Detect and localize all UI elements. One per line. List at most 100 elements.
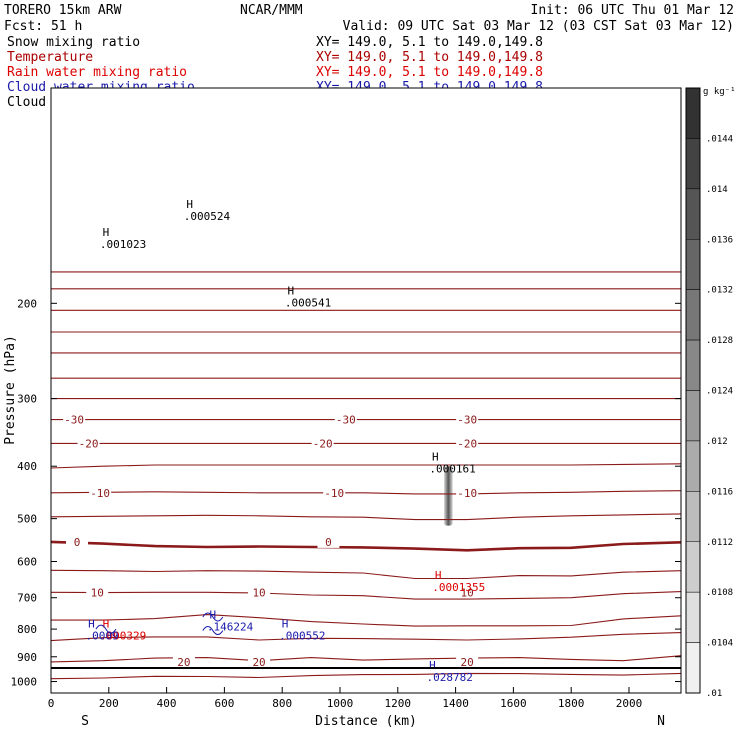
- contour-label: -30: [457, 414, 477, 427]
- contour-label: -30: [336, 414, 356, 427]
- colorbar-tick-label: .0132: [706, 286, 733, 296]
- valid-time: Valid: 09 UTC Sat 03 Mar 12 (03 CST Sat …: [343, 19, 734, 34]
- colorbar: .0144 .014 .0136 .0132 .0128 .0124 .012 .0116 .0…: [685, 87, 736, 699]
- colorbar-swatch: [685, 289, 701, 341]
- contour-label: 0: [74, 536, 81, 549]
- contour-label-bg: [86, 586, 109, 599]
- max-value: .146224: [207, 621, 254, 634]
- colorbar-swatch: [685, 591, 701, 643]
- init-time: Init: 06 UTC Thu 01 Mar 12: [531, 3, 735, 18]
- max-value: .000161: [429, 462, 475, 475]
- contour-label-bg: [89, 486, 112, 499]
- legend-entry: Rain water mixing ratio: [7, 65, 187, 80]
- max-value: .000552: [279, 630, 325, 643]
- colorbar-swatch: [685, 239, 701, 290]
- colorbar-tick-label: .0144: [706, 134, 733, 144]
- legend-entry: Snow mixing ratio: [7, 35, 140, 50]
- y-axis-label: Pressure (hPa): [3, 335, 18, 445]
- colorbar-tick-label: .012: [706, 437, 728, 447]
- colorbar-tick-label: .0112: [706, 538, 733, 548]
- contour-label-bg: [334, 413, 357, 426]
- x-tick-label: 200: [99, 697, 119, 710]
- legend-entry: Temperature: [7, 50, 93, 65]
- model-title: TORERO 15km ARW: [4, 3, 122, 18]
- legend-xy: XY= 149.0, 5.1 to 149.0,149.8: [316, 65, 543, 80]
- temperature-contours: [50, 271, 682, 680]
- plot-frame: [50, 87, 682, 694]
- x-tick-label: 1000: [327, 697, 354, 710]
- contour-label: 10: [91, 586, 104, 599]
- max-marker: H: [186, 198, 193, 211]
- contour-label: 0: [325, 536, 332, 549]
- contour-line: [50, 569, 682, 580]
- y-tick-label: 900: [17, 651, 37, 664]
- colorbar-tick-label: .0104: [706, 639, 733, 649]
- cloud-water-contour: [202, 612, 224, 622]
- colorbar-unit: g kg⁻¹: [703, 87, 736, 97]
- x-tick-label: 400: [157, 697, 177, 710]
- colorbar-tick-label: .0108: [706, 588, 733, 598]
- contour-label-bg: [323, 486, 346, 499]
- y-tick-label: 1000: [11, 676, 38, 689]
- direction-south: S: [81, 714, 89, 729]
- colorbar-tick-label: .014: [706, 185, 728, 195]
- legend-xy: XY= 149.0, 5.1 to 149.0,149.8: [316, 50, 543, 65]
- institution-label: NCAR/MMM: [240, 3, 303, 18]
- y-tick-label: 700: [17, 592, 37, 605]
- x-tick-label: 600: [214, 697, 234, 710]
- colorbar-swatch: [685, 491, 701, 543]
- colorbar-swatch: [685, 390, 701, 442]
- contour-label-bg: [172, 655, 195, 668]
- snow-shading: [444, 466, 453, 526]
- y-tick-label: 600: [17, 555, 37, 568]
- contour-line: [50, 632, 682, 642]
- max-marker: H: [103, 618, 110, 631]
- contour-label-bg: [456, 486, 479, 499]
- snow-column: [444, 466, 453, 526]
- contour-label-bg: [311, 437, 334, 450]
- contour-label-bg: [63, 413, 86, 426]
- contour-label-bg: [456, 437, 479, 450]
- contour-label: -30: [64, 414, 84, 427]
- max-marker: H: [435, 569, 442, 582]
- colorbar-swatch: [685, 188, 701, 240]
- contour-line: [50, 513, 682, 521]
- y-tick-label: 300: [17, 393, 37, 406]
- x-tick-label: 800: [272, 697, 292, 710]
- y-tick-label: 200: [17, 297, 37, 310]
- colorbar-frame: [685, 87, 701, 694]
- colorbar-swatch: [685, 339, 701, 391]
- max-marker: H: [210, 609, 217, 622]
- contour-label-bg: [456, 413, 479, 426]
- contour-label-bg: [456, 655, 479, 668]
- max-marker: H: [88, 618, 95, 631]
- max-marker: H: [432, 450, 439, 463]
- contour-line: [50, 591, 682, 600]
- contour-line-zero: [50, 540, 682, 552]
- y-tick-label: 800: [17, 623, 37, 636]
- contour-label: -20: [457, 437, 477, 450]
- colorbar-swatch: [685, 541, 701, 593]
- max-value: .001023: [100, 238, 146, 251]
- cloud-water-contour: [95, 624, 117, 634]
- y-tick-label: 400: [17, 460, 37, 473]
- max-value: .0001355: [432, 581, 485, 594]
- max-marker: H: [103, 226, 110, 239]
- contour-label-bg: [248, 655, 271, 668]
- max-marker: H: [282, 618, 289, 631]
- colorbar-tick-label: .0124: [706, 387, 733, 397]
- colorbar-swatch: [685, 87, 701, 139]
- x-tick-label: 1200: [385, 697, 412, 710]
- contour-label-bg: [248, 586, 271, 599]
- max-marker: H: [429, 659, 436, 672]
- contour-label-bg: [317, 535, 340, 548]
- x-tick-label: 1400: [442, 697, 469, 710]
- contour-line: [50, 463, 682, 469]
- cloud-water-contour: [202, 626, 224, 636]
- contour-label: -20: [313, 437, 333, 450]
- contour-label-bg: [456, 586, 479, 599]
